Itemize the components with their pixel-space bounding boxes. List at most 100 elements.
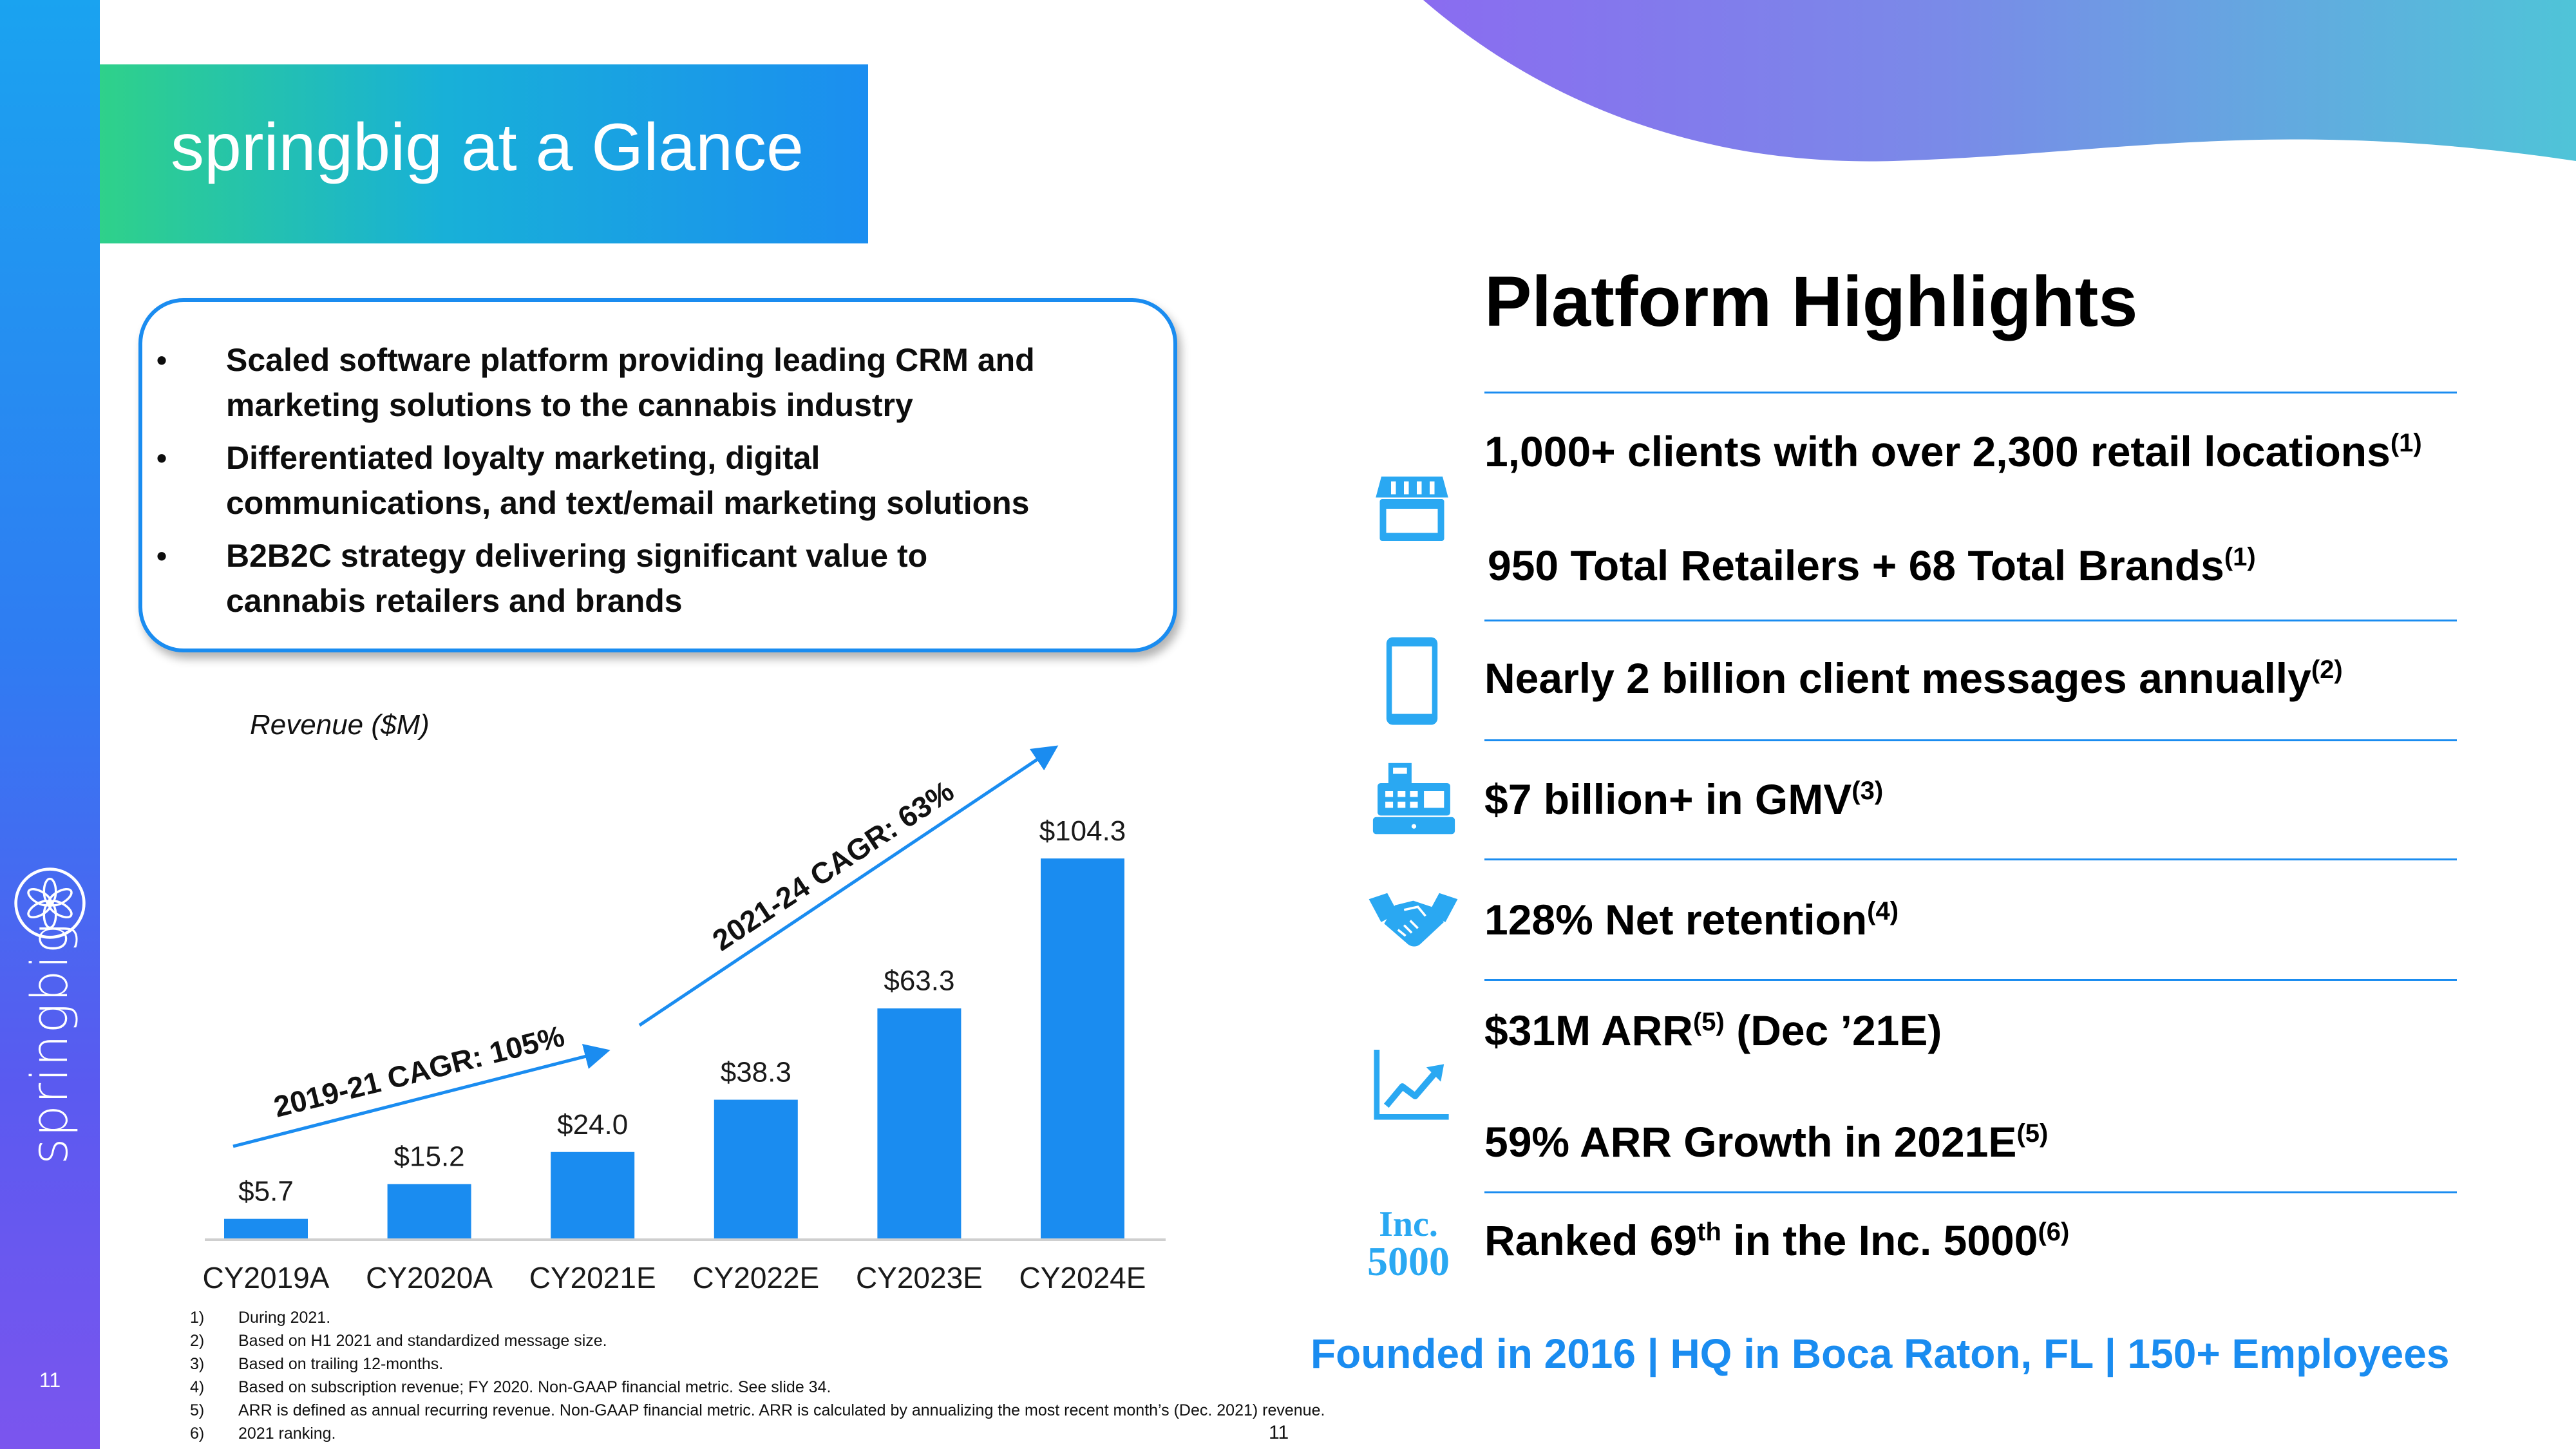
highlight-text: Ranked 69 [1484, 1217, 1698, 1264]
cagr-arrow-2 [638, 745, 1059, 1027]
revenue-chart: Revenue ($M) $5.7 CY2019A $15.2 CY2020A $24.… [203, 709, 1166, 1294]
footnote-number: 2) [190, 1332, 205, 1350]
inc-logo-line2: 5000 [1367, 1238, 1450, 1284]
footnote-text: ARR is defined as annual recurring reven… [238, 1401, 1325, 1419]
value-label: $38.3 [721, 1057, 791, 1088]
highlight-text: 59% ARR Growth in 2021E [1484, 1118, 2017, 1166]
footnote: 1) During 2021. [190, 1309, 1414, 1332]
divider [1484, 392, 2457, 393]
divider [1484, 1191, 2457, 1193]
brand-wordmark: springbig [21, 922, 79, 1165]
highlight-text: $31M ARR [1484, 1007, 1693, 1054]
footnote-ref: (1) [2224, 543, 2256, 571]
bar-cy2019a [224, 1218, 308, 1240]
bullet-line: communications, and text/email marketing… [226, 485, 1030, 521]
value-label: $104.3 [1039, 815, 1126, 847]
value-label: $24.0 [557, 1109, 628, 1141]
cagr-label-2021-24: 2021-24 CAGR: 63% [706, 774, 960, 958]
footnote: 2) Based on H1 2021 and standardized mess… [190, 1332, 1414, 1355]
highlight-text: in the Inc. 5000 [1721, 1217, 2038, 1264]
bullet-dot: • [156, 441, 167, 475]
divider [1484, 620, 2457, 621]
bar-cy2024e [1041, 858, 1124, 1240]
value-label: $15.2 [394, 1141, 465, 1173]
bullet-dot: • [156, 343, 167, 377]
footnote-number: 1) [190, 1309, 205, 1327]
growth-chart-icon [1374, 1049, 1449, 1120]
title-banner: springbig at a Glance [100, 64, 868, 243]
footnote-text: 2021 ranking. [238, 1425, 336, 1443]
footnote-number: 5) [190, 1401, 205, 1419]
bullet-line: cannabis retailers and brands [226, 583, 683, 619]
footnote-text: During 2021. [238, 1309, 331, 1327]
footnote-ref: (4) [1867, 897, 1899, 925]
category-label: CY2024E [1019, 1261, 1146, 1294]
footnotes: 1) During 2021. 2) Based on H1 2021 and st… [190, 1309, 1414, 1448]
footnote: 6) 2021 ranking. [190, 1425, 1414, 1448]
bullet-line: Scaled software platform providing leadi… [226, 342, 1035, 378]
footnote-number: 4) [190, 1378, 205, 1396]
decorative-wave [1423, 0, 2576, 162]
category-label: CY2020A [366, 1261, 493, 1294]
bullet-item: • Scaled software platform providing lea… [156, 337, 1153, 428]
category-label: CY2022E [692, 1261, 819, 1294]
footnote-number: 6) [190, 1425, 205, 1443]
highlight-text: 1,000+ clients with over 2,300 retail lo… [1484, 428, 2391, 475]
highlight-suffix: (Dec ’21E) [1724, 1007, 1942, 1054]
highlight-text: 128% Net retention [1484, 896, 1868, 943]
footnote: 3) Based on trailing 12-months. [190, 1355, 1414, 1378]
footnote: 4) Based on subscription revenue; FY 2020… [190, 1378, 1414, 1401]
footnote-text: Based on subscription revenue; FY 2020. … [238, 1378, 831, 1396]
divider [1484, 739, 2457, 741]
highlight-text: Nearly 2 billion client messages annuall… [1484, 654, 2311, 702]
highlight-retailers: 950 Total Retailers + 68 Total Brands(1) [1488, 541, 2256, 590]
footnote-ref: (3) [1852, 777, 1884, 805]
springbig-flower-logo [14, 867, 86, 939]
highlights-title: Platform Highlights [1484, 262, 2138, 341]
bars-group: $5.7 CY2019A $15.2 CY2020A $24.0 CY2021E $38.3… [203, 815, 1146, 1294]
bullet-line: B2B2C strategy delivering significant va… [226, 538, 928, 574]
bullet-item: • Differentiated loyalty marketing, digi… [156, 435, 1153, 526]
ordinal-suffix: th [1697, 1218, 1721, 1246]
highlight-text: 950 Total Retailers + 68 Total Brands [1488, 542, 2224, 589]
footnote-ref: (5) [1692, 1008, 1725, 1036]
bullet-item: • B2B2C strategy delivering significant … [156, 533, 1153, 623]
bullet-line: Differentiated loyalty marketing, digita… [226, 440, 820, 476]
highlight-arr-growth: 59% ARR Growth in 2021E(5) [1484, 1117, 2048, 1166]
value-label: $5.7 [238, 1176, 294, 1208]
highlight-arr: $31M ARR(5) (Dec ’21E) [1484, 1006, 1942, 1055]
category-label: CY2019A [203, 1261, 330, 1294]
handshake-icon [1368, 893, 1458, 947]
footnote-ref: (5) [2016, 1119, 2049, 1148]
highlight-messages: Nearly 2 billion client messages annuall… [1484, 654, 2343, 703]
highlight-clients: 1,000+ clients with over 2,300 retail lo… [1484, 427, 2422, 476]
storefront-icon [1376, 477, 1448, 541]
footnote-text: Based on H1 2021 and standardized messag… [238, 1332, 607, 1350]
page-title: springbig at a Glance [171, 110, 804, 185]
bar-cy2020a [387, 1184, 471, 1240]
value-label: $63.3 [884, 965, 954, 997]
footnote-ref: (2) [2311, 656, 2343, 684]
bar-cy2022e [714, 1099, 798, 1240]
footnote-ref: (1) [2390, 429, 2422, 457]
category-label: CY2021E [529, 1261, 656, 1294]
highlight-gmv: $7 billion+ in GMV(3) [1484, 775, 1883, 824]
inc-logo-line1: Inc. [1379, 1204, 1438, 1244]
cagr-arrow-1 [232, 1044, 611, 1148]
page-number: 11 [39, 1368, 61, 1392]
bullet-line: marketing solutions to the cannabis indu… [226, 387, 913, 423]
page-number-bottom: 11 [1269, 1422, 1289, 1443]
summary-box: • Scaled software platform providing lea… [138, 298, 1177, 652]
cash-register-icon [1372, 762, 1455, 835]
highlight-net-retention: 128% Net retention(4) [1484, 895, 1899, 944]
left-sidebar: springbig 11 [0, 0, 100, 1449]
inc-5000-logo: Inc. 5000 [1360, 1204, 1457, 1284]
chart-y-label: Revenue ($M) [250, 709, 430, 741]
divider [1484, 979, 2457, 981]
footnote-number: 3) [190, 1355, 205, 1373]
bar-cy2023e [877, 1008, 961, 1240]
footnote-text: Based on trailing 12-months. [238, 1355, 444, 1373]
category-label: CY2023E [856, 1261, 983, 1294]
smartphone-icon [1386, 637, 1438, 725]
company-facts: Founded in 2016 | HQ in Boca Raton, FL |… [1311, 1331, 2450, 1377]
